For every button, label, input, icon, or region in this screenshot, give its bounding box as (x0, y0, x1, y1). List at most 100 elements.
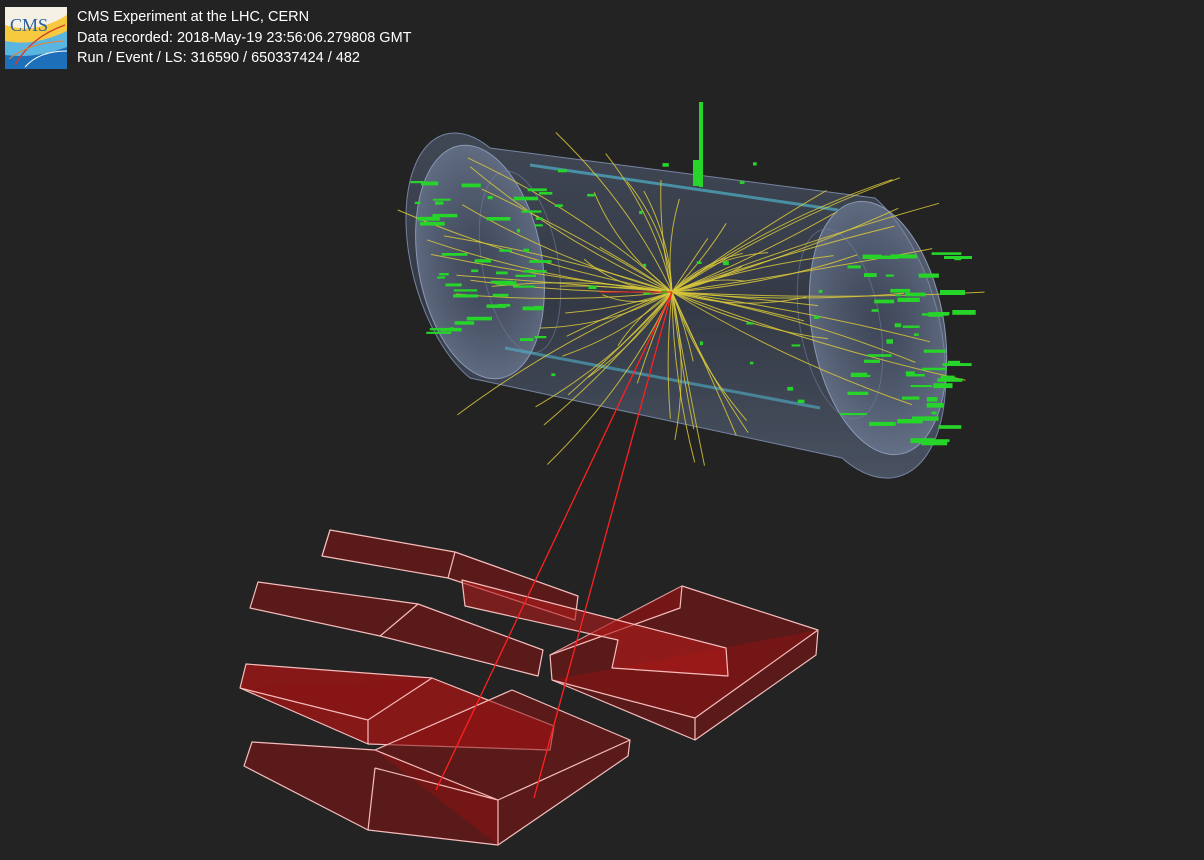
track (617, 291, 673, 346)
calo-hit (486, 304, 506, 308)
calo-hit (863, 374, 871, 377)
track (566, 291, 673, 337)
calo-hit (513, 285, 535, 288)
calo-hit (921, 441, 948, 446)
calo-hit (535, 217, 543, 220)
calo-hit (850, 372, 867, 378)
track (671, 291, 705, 466)
calo-hit (921, 367, 947, 371)
track (671, 291, 829, 340)
calo-hit (723, 261, 729, 266)
calo-hit (523, 270, 547, 273)
calo-hit (642, 263, 647, 267)
calo-hit (912, 416, 939, 421)
track (671, 291, 696, 463)
calo-hit (432, 198, 451, 201)
track (565, 291, 673, 314)
track (667, 291, 673, 419)
track (671, 207, 899, 293)
calo-hit (863, 359, 880, 363)
calo-hit (496, 271, 508, 275)
calo-hit (421, 181, 439, 186)
calo-hit (897, 419, 923, 424)
calo-hit (813, 315, 820, 319)
track (671, 291, 748, 422)
calo-hit (940, 290, 965, 295)
calo-hit (927, 439, 950, 443)
track (555, 132, 673, 293)
calo-hit (926, 403, 944, 408)
calo-hit (869, 421, 896, 426)
calo-hit (558, 169, 567, 173)
calo-hit (902, 325, 920, 328)
calo-hit (639, 210, 643, 215)
track (588, 291, 673, 378)
calo-hit (662, 163, 669, 167)
calo-hit (746, 322, 754, 325)
calo-hit (466, 316, 492, 321)
calo-hit (867, 354, 892, 357)
track (469, 166, 673, 293)
track (669, 198, 680, 293)
calo-hit (862, 254, 882, 259)
calo-hit (947, 360, 961, 365)
calo-hit (901, 396, 920, 400)
calo-hit (699, 102, 703, 187)
calo-hit (453, 294, 479, 298)
calo-hit (910, 385, 933, 388)
calo-hit (527, 188, 547, 192)
charged-tracks (397, 132, 985, 466)
calo-hit (439, 273, 449, 276)
track (671, 211, 837, 293)
track (671, 291, 966, 381)
svg-text:CMS: CMS (10, 15, 48, 35)
calo-hit (797, 399, 805, 403)
calo-hit (895, 294, 901, 297)
calo-hit (753, 162, 757, 166)
calo-hit (643, 292, 651, 295)
calo-hit (487, 196, 493, 200)
track (562, 291, 673, 357)
track (543, 291, 673, 426)
calo-hit (529, 260, 552, 263)
calo-hit (551, 373, 556, 377)
calo-hit (871, 309, 879, 312)
calo-hit (588, 285, 597, 289)
calo-hit (414, 201, 421, 204)
track (443, 235, 673, 293)
calo-hit (890, 288, 911, 293)
track (671, 291, 931, 343)
calo-hit (890, 254, 917, 259)
track (671, 202, 940, 293)
calo-hit (864, 273, 877, 277)
calo-hit (516, 228, 521, 233)
calo-hit (885, 274, 894, 277)
muon-chamber (249, 581, 544, 677)
calo-hit (440, 327, 462, 332)
calo-hit (937, 378, 963, 382)
calo-hit (940, 375, 955, 379)
calo-hit (931, 411, 937, 415)
track (671, 291, 913, 406)
calo-hit (454, 321, 475, 325)
muon-chamber (243, 689, 631, 846)
calo-hit (699, 341, 703, 346)
calo-hit (739, 181, 745, 184)
calo-hit (490, 280, 513, 284)
muon-chambers (239, 529, 819, 846)
calo-hit (420, 221, 445, 226)
calo-hit (521, 210, 542, 213)
track (456, 274, 673, 293)
muon-tracks (435, 291, 673, 799)
track (467, 157, 673, 293)
calo-hit (554, 204, 563, 207)
calo-hit (944, 256, 972, 259)
calo-hit (426, 331, 452, 334)
calo-hit (847, 265, 861, 269)
cms-logo-icon: CMS (5, 7, 67, 69)
track (671, 291, 916, 363)
muon-track (533, 291, 673, 799)
calo-hit (486, 217, 511, 221)
calo-hit (847, 391, 869, 395)
calo-hit (818, 289, 823, 293)
